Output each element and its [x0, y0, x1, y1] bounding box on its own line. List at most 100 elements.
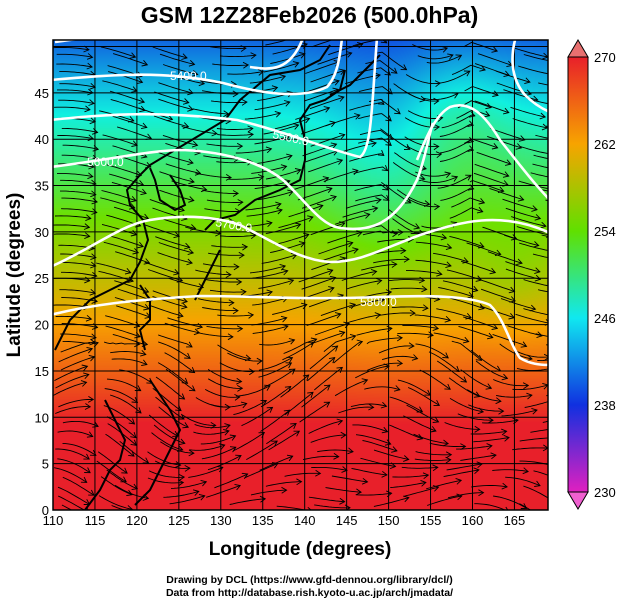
streamline-arrow [184, 465, 191, 472]
streamline [250, 489, 287, 496]
streamline [268, 430, 300, 451]
streamline-arrow [179, 438, 186, 446]
streamline-arrow [88, 99, 95, 106]
streamline [212, 63, 249, 66]
streamline [447, 492, 484, 499]
streamline-arrow [240, 401, 248, 409]
streamline-arrow [532, 241, 540, 248]
streamline [57, 135, 94, 140]
streamline-arrow [522, 467, 529, 475]
x-tick-label: 135 [252, 513, 274, 528]
streamline [353, 166, 388, 174]
streamline-arrow [89, 288, 97, 296]
streamline [327, 231, 363, 244]
y-tick-label: 20 [35, 318, 49, 333]
streamline-arrow [90, 333, 97, 341]
streamline [219, 362, 255, 373]
streamline-arrow [248, 368, 255, 376]
streamline [158, 98, 194, 111]
streamline [258, 279, 294, 289]
streamline [100, 46, 136, 58]
streamline-arrow [473, 467, 480, 475]
streamline [59, 71, 96, 76]
streamline-arrow [181, 302, 188, 310]
streamline [110, 351, 146, 355]
streamline-arrow [182, 422, 190, 429]
streamline [427, 495, 462, 506]
streamline-arrow [534, 274, 542, 282]
colorbar-min-triangle [567, 491, 589, 510]
contour-5500 [53, 40, 379, 159]
streamline-arrow [432, 464, 439, 472]
streamline-arrow [495, 397, 502, 405]
streamline-arrow [515, 143, 523, 150]
streamline [367, 362, 403, 371]
streamline [463, 41, 498, 52]
streamline [362, 440, 398, 452]
streamline [157, 252, 193, 264]
streamline-arrow [441, 46, 449, 53]
streamline-arrow [186, 341, 193, 348]
streamline [111, 358, 148, 366]
streamline [252, 270, 288, 279]
streamline-arrow [386, 133, 394, 140]
streamline-arrow [288, 368, 296, 375]
streamline-arrow [237, 199, 244, 206]
streamline [62, 420, 99, 427]
streamline [473, 172, 509, 186]
streamline [144, 224, 180, 237]
streamline-arrow [326, 268, 334, 275]
streamline-arrow [141, 60, 149, 67]
streamline [401, 466, 438, 469]
streamline [466, 389, 501, 402]
streamline-arrow [508, 313, 516, 320]
streamline [471, 485, 508, 488]
streamline [159, 171, 195, 183]
streamline-arrow [84, 467, 91, 474]
streamline [413, 433, 449, 445]
streamline [107, 71, 143, 83]
streamline-arrow [380, 401, 388, 409]
streamline-arrow [241, 243, 249, 251]
streamline [392, 218, 425, 234]
streamline-arrow [90, 190, 97, 198]
streamline [209, 289, 246, 293]
streamline [405, 74, 441, 85]
streamline [414, 314, 451, 321]
streamline-arrow [553, 284, 558, 290]
streamline [358, 86, 393, 95]
streamline-arrow [307, 341, 315, 348]
streamline [206, 199, 243, 203]
streamline [193, 430, 230, 435]
streamline-arrow [241, 99, 248, 106]
streamline [158, 82, 194, 94]
y-tick-label: 40 [35, 132, 49, 147]
streamline-arrow [324, 384, 331, 391]
streamline-arrow [187, 158, 194, 166]
streamline [518, 65, 548, 75]
streamline-arrow [475, 354, 483, 361]
streamline [505, 207, 541, 219]
streamline [415, 241, 452, 249]
streamline [331, 475, 368, 483]
streamline-arrow [85, 214, 92, 222]
streamline-arrow [534, 214, 542, 221]
streamline [475, 360, 508, 379]
streamline [537, 289, 548, 293]
streamline-arrow [144, 312, 152, 319]
streamline [295, 107, 330, 120]
streamline [373, 497, 409, 507]
streamline-arrow [134, 332, 141, 339]
streamline [297, 187, 333, 201]
streamline-arrow [328, 286, 335, 293]
streamline-arrow [89, 82, 96, 90]
streamline [202, 263, 239, 268]
streamline-arrow [396, 359, 404, 367]
streamline-arrow [456, 493, 463, 501]
streamline-arrow [301, 42, 308, 49]
streamline-arrow [378, 98, 385, 105]
streamline-arrow [294, 168, 302, 175]
streamline [54, 365, 88, 381]
colorbar-tick-label: 270 [594, 50, 616, 65]
streamline [58, 398, 94, 408]
